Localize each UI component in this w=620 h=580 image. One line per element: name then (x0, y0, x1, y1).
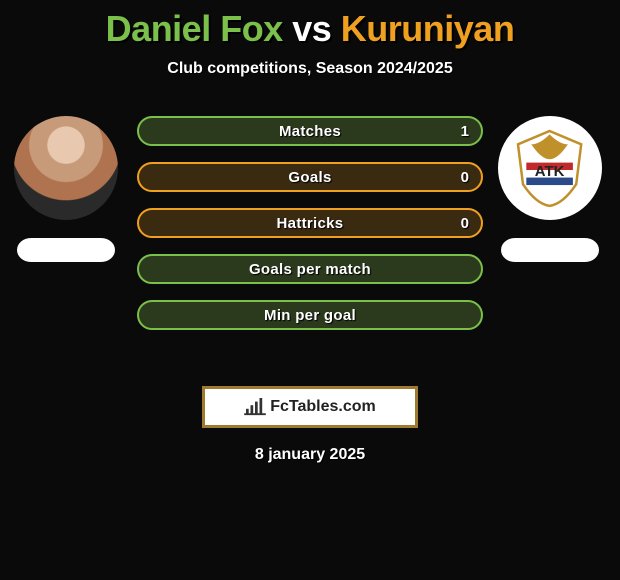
date-label: 8 january 2025 (0, 446, 620, 464)
svg-text:ATK: ATK (535, 163, 565, 180)
logo-text: FcTables.com (270, 398, 376, 416)
stat-bars: Matches 1 Goals 0 Hattricks 0 Goals per match M… (137, 116, 483, 330)
stat-bar-goals: Goals 0 (137, 162, 483, 192)
stat-bar-min-per-goal: Min per goal (137, 300, 483, 330)
player2-team-pill (501, 238, 599, 262)
player2-avatar: ATK (498, 116, 602, 220)
player1-avatar (14, 116, 118, 220)
stat-bar-value: 0 (461, 215, 469, 232)
stat-bar-hattricks: Hattricks 0 (137, 208, 483, 238)
stat-bar-label: Min per goal (264, 307, 356, 324)
player1-column (6, 116, 126, 262)
stat-bar-label: Matches (279, 123, 341, 140)
player1-name: Daniel Fox (106, 8, 283, 49)
stat-bar-goals-per-match: Goals per match (137, 254, 483, 284)
subtitle: Club competitions, Season 2024/2025 (0, 60, 620, 78)
player2-name: Kuruniyan (341, 8, 515, 49)
comparison-title: Daniel Fox vs Kuruniyan (0, 0, 620, 50)
stat-bar-value: 1 (461, 123, 469, 140)
stat-bar-matches: Matches 1 (137, 116, 483, 146)
player2-column: ATK (490, 116, 610, 262)
club-crest-icon: ATK (508, 126, 591, 209)
chart-icon (244, 398, 266, 416)
stat-bar-label: Hattricks (277, 215, 344, 232)
player1-team-pill (17, 238, 115, 262)
stat-bar-label: Goals (288, 169, 331, 186)
vs-word: vs (292, 8, 331, 49)
stat-bar-value: 0 (461, 169, 469, 186)
comparison-panel: ATK Matches 1 Goals 0 Hattricks 0 Goals per ma… (0, 116, 620, 366)
stat-bar-label: Goals per match (249, 261, 371, 278)
logo-badge: FcTables.com (202, 386, 418, 428)
